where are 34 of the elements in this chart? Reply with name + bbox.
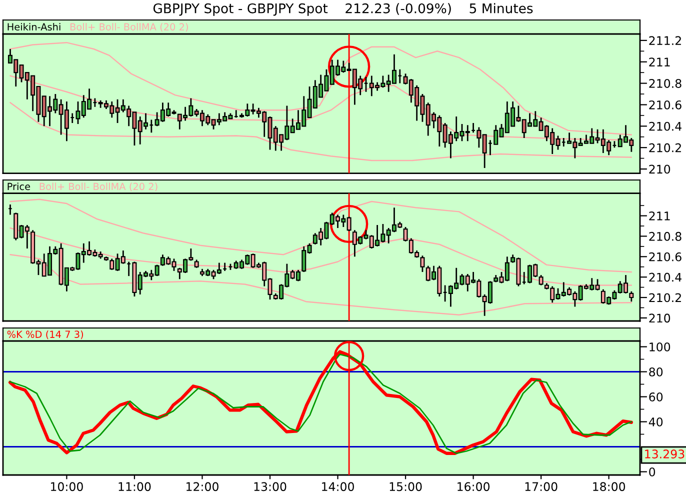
x-tick-label: 11:00 — [118, 482, 151, 492]
x-tick-label: 15:00 — [390, 482, 422, 492]
chart-subtitle: Heikin-Ashi — [8, 22, 60, 31]
y-tick-label: 210.2 — [649, 293, 681, 302]
y-tick-label: 210.4 — [649, 272, 682, 282]
text: Boll+ Boll- BollMA (20 2) — [40, 182, 158, 192]
y-tick-label: 210 — [649, 164, 670, 174]
y-tick-label: 210.8 — [649, 79, 682, 88]
chart-title: GBPJPY Spot - GBPJPY Spot 212.23 (-0.09%) 5 Minutes — [153, 3, 533, 16]
y-tick-label: 210.2 — [649, 143, 681, 152]
y-tick-label: 80 — [649, 367, 663, 376]
y-tick-label: 211 — [649, 58, 670, 66]
chart-title: Price — [8, 182, 30, 190]
y-tick-label: 100 — [650, 342, 670, 352]
y-tick-label: 40 — [648, 417, 663, 426]
y-tick-label: 211 — [649, 212, 670, 220]
y-tick-label: 211.2 — [649, 36, 681, 45]
y-tick-label: 210.6 — [649, 252, 682, 262]
y-tick-label: 60 — [649, 392, 663, 402]
text: Boll+ Boll- BollMA (20 2) — [70, 22, 188, 32]
x-tick-label: 18:00 — [593, 482, 626, 492]
x-tick-label: 10:00 — [50, 482, 83, 492]
text: 13.293 — [645, 450, 684, 458]
x-tick-label: 17:00 — [525, 482, 558, 492]
y-tick-label: 210 — [649, 314, 670, 323]
y-tick-label: 210.6 — [649, 100, 682, 110]
y-tick-label: 210.8 — [649, 232, 682, 241]
y-tick-label: 0 — [649, 467, 656, 476]
x-tick-label: 12:00 — [186, 482, 218, 492]
y-tick-label: 210.4 — [649, 122, 682, 131]
x-tick-label: 14:00 — [322, 482, 354, 492]
x-tick-label: 16:00 — [458, 482, 490, 492]
chart-title: %K %D (14 7 3) — [7, 330, 84, 340]
x-tick-label: 13:00 — [254, 482, 286, 492]
